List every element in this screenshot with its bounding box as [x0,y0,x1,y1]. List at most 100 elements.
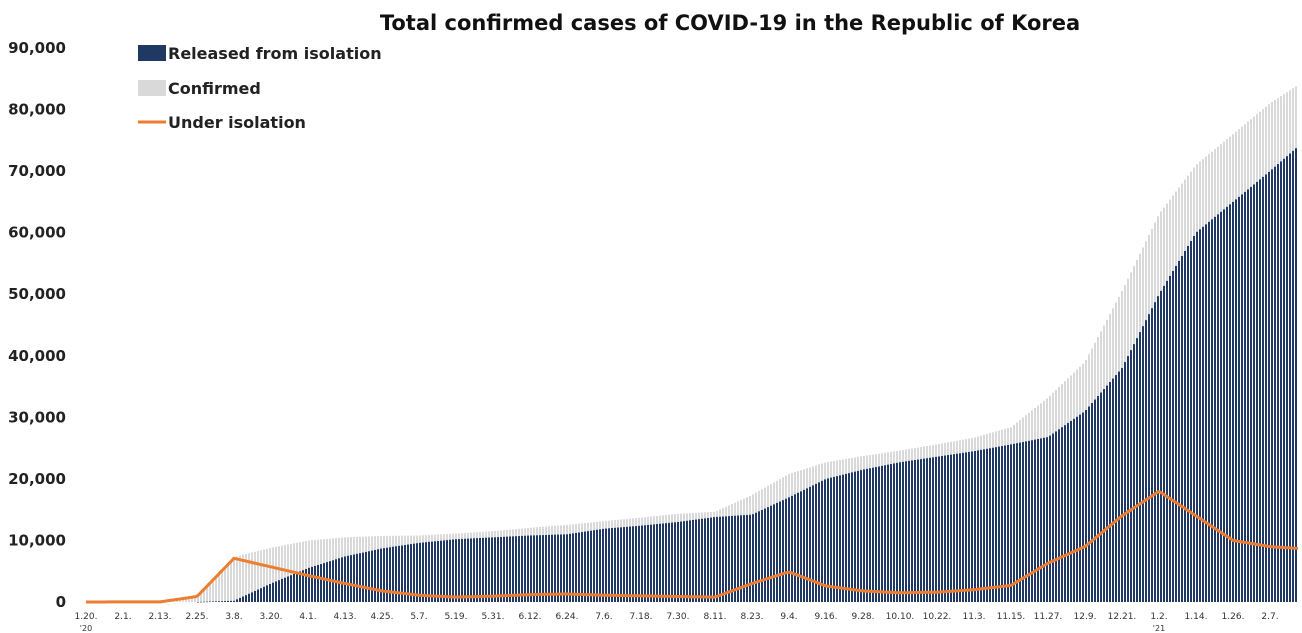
confirmed-bar [185,597,187,602]
released-bar [962,452,964,602]
released-bar [689,520,691,602]
released-bar [635,526,637,602]
released-bar [266,585,268,602]
released-bar [980,449,982,602]
legend-label-confirmed: Confirmed [168,79,261,98]
released-bar [461,538,463,602]
released-bar [398,545,400,602]
x-tick-label: 4.1. [299,612,316,622]
released-bar [578,532,580,602]
released-bar [869,468,871,602]
released-bar [950,454,952,602]
released-bar [278,580,280,602]
released-bar [323,563,325,602]
released-bar [719,516,721,602]
released-bar [1130,350,1132,602]
released-bar [1124,362,1126,602]
released-bar [494,537,496,602]
legend-label-released: Released from isolation [168,44,382,63]
released-bar [599,529,601,602]
confirmed-bar [236,556,238,602]
released-bar [248,593,250,602]
released-bar [860,470,862,602]
released-bar [695,519,697,602]
confirmed-bar [266,548,268,602]
released-bar [983,449,985,602]
released-bar [1085,410,1087,602]
y-tick-label: 40,000 [8,347,66,365]
released-bar [1097,396,1099,602]
released-bar [1073,418,1075,602]
released-bar [722,516,724,602]
released-bar [518,536,520,602]
released-bar [440,540,442,602]
confirmed-bar [227,563,229,602]
released-bar [749,514,751,602]
released-bar [608,528,610,602]
confirmed-bar [272,547,274,602]
released-bar [1205,224,1207,602]
released-bar [824,479,826,602]
released-bar [1154,302,1156,602]
released-bar [758,511,760,602]
released-bar [305,568,307,602]
released-bars [197,148,1297,603]
released-bar [1064,425,1066,602]
released-bar [1145,320,1147,602]
released-bar [287,576,289,602]
released-bar [419,542,421,602]
released-bar [1214,216,1216,603]
released-bar [491,537,493,602]
x-tick-label: 7.18. [630,612,653,622]
released-bar [1106,385,1108,602]
released-bar [326,562,328,602]
x-tick-label: 4.13. [334,612,357,622]
released-bar [536,535,538,602]
released-bar [881,465,883,602]
released-bar [890,464,892,602]
released-bar [560,534,562,602]
released-bar [1157,296,1159,602]
released-bar [350,555,352,602]
confirmed-bar [197,594,199,602]
released-bar [1232,201,1234,602]
released-bar [1235,199,1237,602]
released-bar [989,448,991,602]
released-bar [521,535,523,602]
released-bar [464,538,466,602]
released-bar [209,601,211,603]
released-bar [971,451,973,602]
x-tick-label: 3.20. [260,612,283,622]
released-bar [1193,235,1195,603]
released-bar [524,535,526,602]
released-bar [827,478,829,602]
released-bar [1190,240,1192,603]
x-tick-label: 11.15. [997,612,1026,622]
released-bar [671,522,673,602]
released-bar [380,548,382,602]
released-bar [1271,169,1273,602]
legend-swatch-released [138,45,166,61]
released-bar [995,447,997,602]
released-bar [1031,440,1033,602]
released-bar [1166,280,1168,602]
released-bar [206,601,208,603]
confirmed-bar [269,548,271,602]
confirmed-bar [200,591,202,602]
released-bar [1280,161,1282,602]
released-bar [602,528,604,602]
released-bar [632,526,634,602]
released-bar [1208,221,1210,602]
released-bar [1151,308,1153,602]
released-bar [272,582,274,602]
confirmed-bar [221,569,223,602]
released-bar [446,540,448,602]
confirmed-bar [251,552,253,602]
released-bar [236,599,238,602]
released-bar [746,514,748,602]
released-bar [506,536,508,602]
released-bar [458,539,460,602]
released-bar [908,460,910,602]
released-bar [1169,275,1171,602]
